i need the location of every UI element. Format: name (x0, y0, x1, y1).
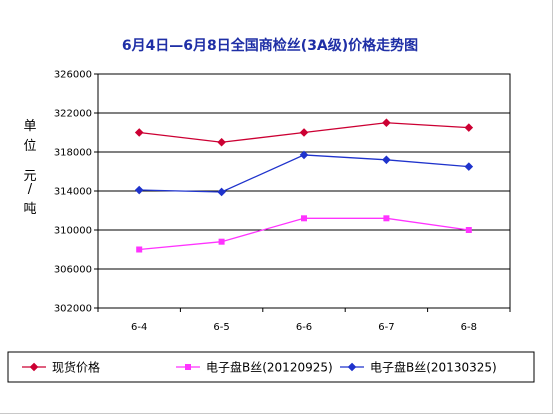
data-point-series-3 (217, 187, 226, 197)
y-tick-label: 314000 (54, 187, 92, 198)
legend: 现货价格 电子盘B丝(20120925) 电子盘B丝(20130325) (7, 351, 535, 383)
y-axis-label-char: 单 (23, 119, 36, 134)
y-axis-label-char: / (28, 182, 33, 197)
data-point-series-2 (218, 238, 225, 245)
x-tick-label: 6-6 (296, 322, 312, 333)
y-axis-label-char: 位 (23, 139, 36, 154)
x-tick-label: 6-8 (461, 322, 477, 333)
data-point-series-1 (299, 128, 309, 137)
data-point-series-2 (465, 227, 472, 233)
legend-label: 电子盘B丝(20120925) (206, 360, 333, 375)
data-point-series-3 (464, 162, 474, 171)
data-point-series-3 (299, 150, 309, 160)
data-point-series-3 (382, 155, 391, 165)
data-point-series-2 (136, 246, 143, 253)
y-axis-label-char: 元 (23, 169, 36, 184)
x-tick-label: 6-7 (378, 322, 394, 333)
data-point-series-1 (217, 137, 226, 147)
legend-swatch-marker (347, 362, 357, 372)
data-point-series-2 (383, 215, 390, 222)
plot-area: 302000 306000 310000 314000 318000 322000 3260… (54, 70, 511, 333)
legend-box (7, 351, 535, 383)
y-axis-label-char: 吨 (23, 202, 36, 217)
y-tick-label: 306000 (54, 265, 92, 276)
x-tick-label: 6-4 (131, 322, 147, 333)
legend-label: 现货价格 (52, 360, 100, 375)
y-tick-label: 318000 (54, 148, 92, 159)
y-tick-label: 310000 (54, 226, 92, 237)
data-point-series-1 (134, 128, 144, 137)
y-tick-label: 322000 (54, 109, 92, 120)
x-tick-label: 6-5 (213, 322, 229, 333)
y-tick-label: 326000 (54, 70, 92, 81)
chart-title: 6月4日—6月8日全国商检丝(3A级)价格走势图 (122, 37, 418, 54)
data-point-series-2 (301, 215, 307, 222)
legend-swatch-marker (29, 362, 39, 372)
y-tick-label: 302000 (54, 304, 92, 315)
data-point-series-3 (134, 185, 144, 195)
legend-label: 电子盘B丝(20130325) (370, 360, 497, 375)
data-point-series-1 (464, 123, 474, 132)
data-point-series-1 (382, 118, 391, 128)
legend-swatch-marker (185, 364, 191, 370)
y-axis-label: 单位元/ 吨 (23, 119, 36, 217)
